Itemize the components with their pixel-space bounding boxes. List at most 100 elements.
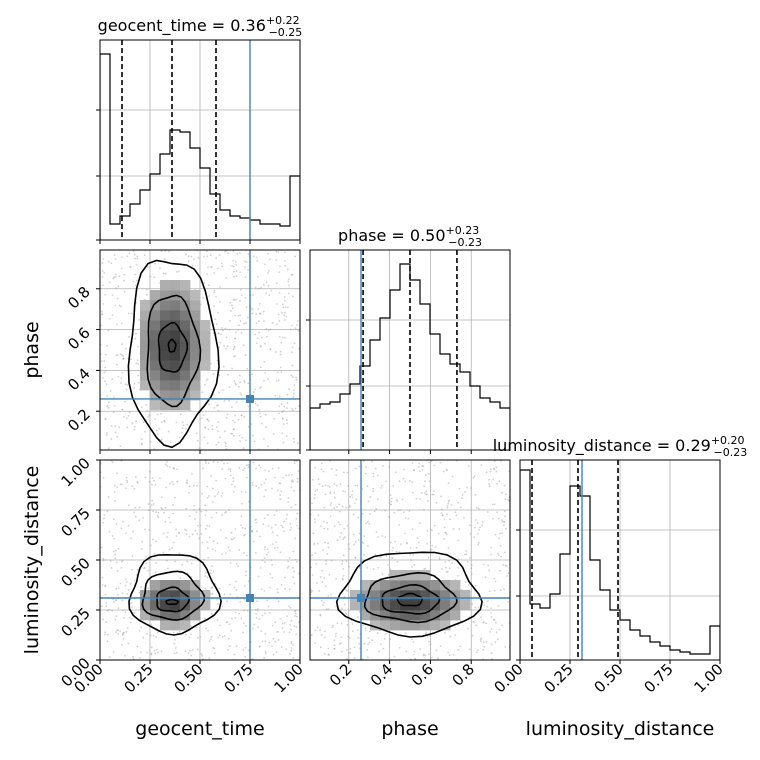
scatter-point xyxy=(439,645,442,648)
scatter-point xyxy=(367,643,370,646)
scatter-point xyxy=(413,469,416,472)
scatter-point xyxy=(245,261,248,264)
scatter-point xyxy=(174,646,177,649)
scatter-point xyxy=(155,636,158,638)
scatter-point xyxy=(123,400,126,403)
scatter-point xyxy=(146,632,149,635)
scatter-point xyxy=(154,571,157,574)
scatter-point xyxy=(291,407,293,410)
scatter-point xyxy=(140,585,142,588)
scatter-point xyxy=(280,524,283,527)
scatter-point xyxy=(245,322,248,325)
scatter-point xyxy=(151,499,154,502)
scatter-point xyxy=(102,303,105,305)
scatter-point xyxy=(326,521,329,524)
scatter-point xyxy=(493,468,496,471)
scatter-point xyxy=(259,312,262,315)
scatter-point xyxy=(175,421,178,424)
scatter-point xyxy=(227,252,229,255)
scatter-point xyxy=(235,645,238,648)
scatter-point xyxy=(116,629,118,632)
scatter-point xyxy=(441,514,444,517)
scatter-point xyxy=(239,271,241,274)
scatter-point xyxy=(219,333,222,336)
scatter-point xyxy=(329,515,332,518)
scatter-point xyxy=(345,560,348,562)
scatter-point xyxy=(477,543,480,546)
scatter-point xyxy=(357,538,360,541)
scatter-point xyxy=(245,570,248,573)
scatter-point xyxy=(144,476,147,479)
scatter-point xyxy=(221,635,224,638)
scatter-point xyxy=(225,445,227,448)
density-cell xyxy=(370,580,381,591)
density-cell xyxy=(170,580,181,591)
density-cell xyxy=(150,350,161,361)
scatter-point xyxy=(289,606,292,609)
scatter-point xyxy=(275,541,278,544)
scatter-point xyxy=(445,570,448,573)
scatter-point xyxy=(113,404,116,407)
scatter-point xyxy=(157,516,160,519)
scatter-point xyxy=(149,275,152,278)
scatter-point xyxy=(430,656,433,659)
scatter-point xyxy=(333,491,336,494)
scatter-point xyxy=(446,469,449,472)
scatter-point xyxy=(423,568,425,571)
scatter-point xyxy=(366,566,369,569)
scatter-point xyxy=(417,541,420,544)
scatter-point xyxy=(134,506,137,509)
scatter-point xyxy=(276,591,279,594)
scatter-point xyxy=(328,573,331,576)
scatter-point xyxy=(441,514,444,517)
scatter-point xyxy=(427,556,430,559)
scatter-point xyxy=(364,626,367,629)
scatter-point xyxy=(459,620,462,622)
scatter-point xyxy=(346,649,348,651)
scatter-point xyxy=(389,638,392,641)
scatter-point xyxy=(220,495,223,497)
scatter-point xyxy=(292,437,295,440)
scatter-point xyxy=(463,553,466,556)
scatter-point xyxy=(217,311,219,314)
scatter-point xyxy=(263,438,265,440)
scatter-point xyxy=(153,479,156,482)
scatter-point xyxy=(154,262,156,265)
scatter-point xyxy=(124,578,127,581)
scatter-point xyxy=(207,629,209,632)
scatter-point xyxy=(211,548,214,551)
hist-panel-geocent_time: geocent_time = 0.36+0.22 −0.25 xyxy=(96,14,302,244)
scatter-point xyxy=(231,538,234,541)
scatter-point xyxy=(267,272,269,274)
scatter-point xyxy=(271,467,274,470)
scatter-point xyxy=(262,523,265,526)
scatter-point xyxy=(492,517,494,520)
scatter-point xyxy=(470,573,473,576)
density-cell xyxy=(150,340,161,351)
scatter-point xyxy=(132,250,135,253)
scatter-point xyxy=(290,526,293,529)
scatter-point xyxy=(163,258,166,260)
scatter-point xyxy=(242,622,245,625)
scatter-point xyxy=(101,576,104,579)
title-err-minus: −0.23 xyxy=(714,446,748,459)
scatter-point xyxy=(264,651,267,653)
scatter-point xyxy=(153,552,156,555)
scatter-point xyxy=(472,620,475,623)
scatter-point xyxy=(439,461,442,464)
scatter-point xyxy=(425,631,428,634)
scatter-point xyxy=(184,427,187,430)
scatter-point xyxy=(230,432,233,435)
scatter-point xyxy=(279,498,282,501)
scatter-point xyxy=(234,528,237,530)
scatter-point xyxy=(333,644,336,647)
scatter-point xyxy=(226,345,229,348)
scatter-point xyxy=(290,480,293,483)
scatter-point xyxy=(144,528,146,531)
scatter-point xyxy=(404,517,407,519)
scatter-point xyxy=(398,523,401,526)
scatter-point xyxy=(353,543,355,546)
scatter-point xyxy=(268,294,271,297)
scatter-point xyxy=(134,257,136,260)
scatter-point xyxy=(277,630,280,633)
